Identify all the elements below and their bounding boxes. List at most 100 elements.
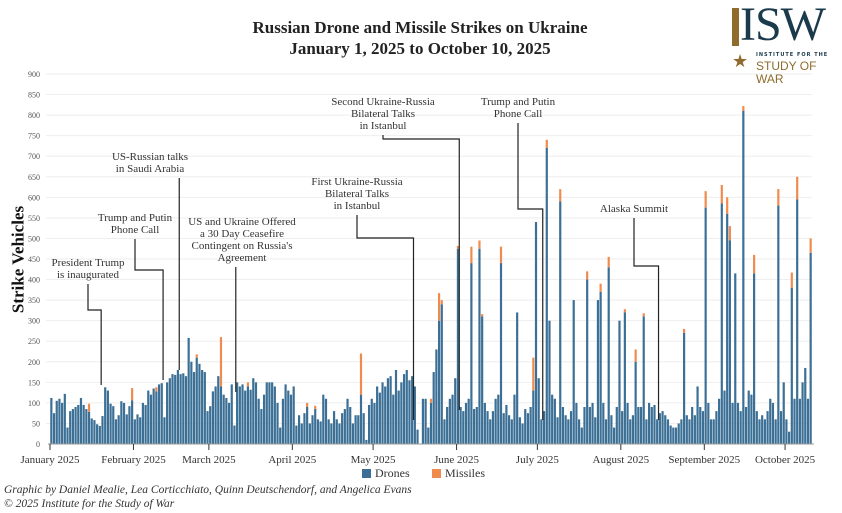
drone-bar bbox=[157, 384, 161, 444]
drone-bar bbox=[233, 425, 236, 444]
drone-bar bbox=[163, 417, 166, 444]
annotation-line-text: Phone Call bbox=[110, 224, 160, 236]
drone-bar bbox=[168, 378, 171, 444]
y-tick-label: 50 bbox=[32, 419, 40, 428]
drone-bar bbox=[559, 201, 562, 444]
annotation-line-text: in Istanbul bbox=[333, 200, 381, 212]
drone-bar bbox=[98, 425, 101, 444]
y-tick-label: 100 bbox=[28, 399, 40, 408]
drone-bar bbox=[203, 372, 206, 444]
drone-bar bbox=[351, 423, 355, 444]
x-tick-label: October 2025 bbox=[755, 454, 816, 466]
drone-bar bbox=[497, 394, 500, 444]
drone-bar bbox=[575, 402, 578, 444]
logo-bar bbox=[732, 8, 739, 46]
star-icon: ★ bbox=[732, 51, 749, 72]
drone-bar bbox=[750, 394, 753, 444]
drone-bar bbox=[569, 411, 573, 444]
drone-bar bbox=[389, 376, 392, 444]
drone-bar bbox=[244, 390, 247, 444]
annotation-line-text: in Saudi Arabia bbox=[115, 163, 185, 175]
drone-bar bbox=[319, 421, 322, 444]
annotation-line-text: US-Russian talks bbox=[111, 151, 189, 163]
drone-bar bbox=[666, 419, 670, 444]
drone-bar bbox=[688, 419, 691, 444]
drone-bar bbox=[112, 406, 115, 444]
drone-bar bbox=[284, 384, 287, 444]
y-tick-label: 0 bbox=[36, 440, 40, 449]
drone-bar bbox=[297, 415, 301, 444]
drone-bar bbox=[567, 419, 570, 444]
drone-bar bbox=[481, 316, 484, 444]
x-tick-label: June 2025 bbox=[434, 454, 479, 466]
missile-bar bbox=[607, 256, 610, 268]
drone-bar bbox=[790, 287, 793, 444]
drone-bar bbox=[357, 415, 360, 444]
drone-bar bbox=[413, 386, 416, 444]
drone-bar bbox=[421, 398, 425, 444]
drone-bar bbox=[680, 419, 683, 444]
drone-bar bbox=[782, 382, 785, 444]
annotation-line-text: Bilateral Talks bbox=[350, 108, 416, 120]
drone-bar bbox=[311, 415, 314, 444]
drone-bar bbox=[548, 320, 551, 444]
drone-bar bbox=[219, 386, 223, 444]
drone-bar bbox=[408, 380, 411, 444]
logo-subtitle-2: STUDY OF WAR bbox=[756, 59, 817, 86]
drone-bar bbox=[136, 414, 139, 444]
drone-bar bbox=[308, 423, 311, 444]
y-tick-label: 150 bbox=[28, 378, 40, 387]
drone-bar bbox=[718, 398, 721, 444]
drone-bar bbox=[809, 252, 812, 444]
drone-bar bbox=[709, 419, 713, 444]
drone-bar bbox=[588, 407, 591, 444]
drone-bar bbox=[669, 425, 672, 444]
missile-bar bbox=[809, 238, 812, 253]
drone-bar bbox=[798, 398, 801, 444]
drone-bar bbox=[117, 415, 120, 444]
drone-bar bbox=[806, 398, 810, 444]
drone-bar bbox=[604, 419, 608, 444]
drone-bar bbox=[217, 376, 220, 444]
drone-bar bbox=[82, 404, 85, 444]
missile-bar bbox=[726, 197, 729, 214]
drone-bar bbox=[230, 384, 233, 444]
drone-bar bbox=[432, 372, 435, 444]
drone-bar bbox=[626, 402, 629, 444]
drone-bar bbox=[198, 363, 201, 444]
drone-bar bbox=[540, 419, 543, 444]
drone-bar bbox=[766, 411, 769, 444]
drone-bar bbox=[454, 378, 457, 444]
drone-bar bbox=[281, 398, 285, 444]
drone-bar bbox=[656, 419, 659, 444]
drone-bar bbox=[785, 419, 788, 444]
drone-bar bbox=[443, 419, 446, 444]
drone-bar bbox=[303, 413, 306, 444]
drone-bar bbox=[596, 300, 600, 444]
drone-bar bbox=[521, 423, 524, 444]
drone-bar bbox=[214, 386, 217, 444]
x-tick-label: May 2025 bbox=[351, 454, 396, 466]
drone-bar bbox=[642, 316, 645, 444]
y-tick-label: 400 bbox=[28, 276, 40, 285]
credit-copyright: © 2025 Institute for the Study of War bbox=[4, 498, 175, 510]
drone-bar bbox=[144, 404, 147, 444]
drone-bar bbox=[341, 413, 344, 444]
drone-bar bbox=[691, 407, 694, 444]
drone-bar bbox=[71, 409, 74, 444]
drone-bar bbox=[209, 406, 212, 444]
drone-bar bbox=[753, 273, 756, 444]
missile-bar bbox=[456, 245, 460, 249]
annotation-label: US-Russian talks in Saudi Arabia bbox=[112, 151, 188, 175]
annotation-label: Second Ukraine-Russia Bilateral Talks in I… bbox=[331, 96, 435, 132]
missile-bar bbox=[155, 387, 158, 392]
drone-bar bbox=[505, 404, 508, 444]
drone-bar bbox=[677, 423, 680, 444]
drone-bar bbox=[182, 373, 185, 444]
drone-bar bbox=[402, 374, 406, 444]
drone-bar bbox=[211, 391, 214, 444]
drone-bar bbox=[564, 415, 567, 444]
drone-bar bbox=[734, 273, 737, 444]
annotation-leader-line bbox=[382, 135, 460, 410]
drone-bar bbox=[464, 402, 468, 444]
